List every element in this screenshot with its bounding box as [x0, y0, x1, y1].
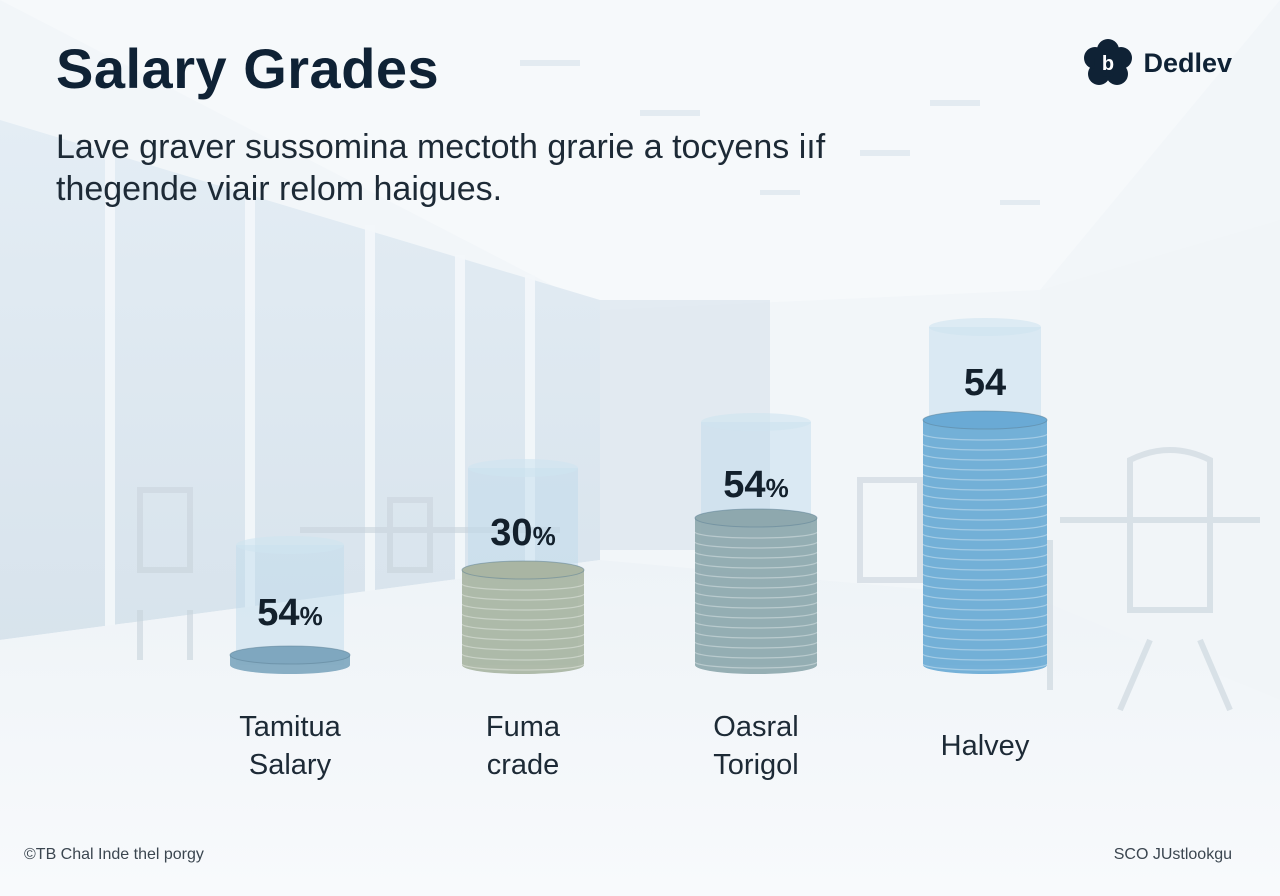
brand: b Dedlev [1083, 38, 1232, 88]
svg-text:b: b [1102, 53, 1114, 75]
category-label-2: Fuma crade [485, 711, 561, 781]
flower-logo-icon: b [1084, 39, 1133, 85]
bar-body-2 [462, 570, 584, 674]
bar-body-3 [695, 518, 817, 674]
bar-value-label-3: 54% [723, 464, 788, 506]
bar-body-4 [923, 420, 1047, 674]
category-label-4: Halvey [940, 730, 1030, 762]
page-title: Salary Grades [56, 37, 440, 100]
bar-top-3 [694, 508, 818, 528]
bar-container-top-3 [701, 413, 811, 431]
bar-top-4 [922, 410, 1048, 430]
category-label-1: Tamitua Salary [239, 711, 341, 781]
footer-source: SCO JUstlookgu [1113, 846, 1232, 863]
bar-3: 54% [694, 413, 818, 674]
bar-container-top-4 [929, 318, 1041, 336]
bar-top-2 [461, 560, 585, 580]
category-label-3: Oasral Torigol [713, 711, 799, 781]
bar-value-label-4: 54 [964, 362, 1006, 404]
bar-container-top-1 [236, 536, 344, 554]
bar-container-top-2 [468, 459, 578, 477]
footer-credit: ©TB Chal Inde thel porgy [24, 846, 204, 863]
subtitle: Lave graver sussomina mectoth grarie a t… [56, 128, 826, 208]
bar-2: 30% [461, 459, 585, 674]
bar-container-1 [236, 545, 344, 665]
brand-name: Dedlev [1143, 47, 1232, 78]
bar-4: 54 [922, 318, 1048, 674]
bar-1: 54% [229, 536, 351, 674]
bar-top-1 [229, 645, 351, 665]
